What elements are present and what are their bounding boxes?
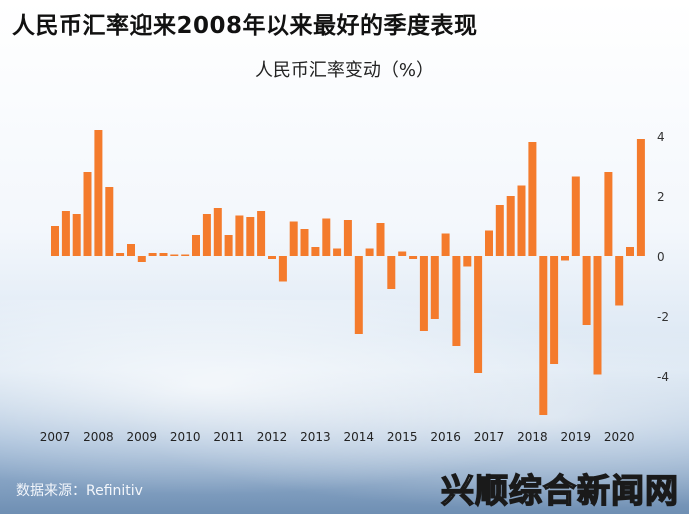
bar-2 <box>72 214 81 256</box>
bar-15 <box>213 208 222 256</box>
bar-9 <box>148 253 157 256</box>
bar-8 <box>137 256 146 262</box>
bar-7 <box>127 244 135 256</box>
x-tick-label: 2016 <box>430 430 461 444</box>
x-tick-label: 2015 <box>387 430 418 444</box>
x-tick-label: 2009 <box>127 430 158 444</box>
bar-44 <box>528 142 537 256</box>
source-note: 数据来源：Refinitiv <box>16 483 143 499</box>
bar-25 <box>322 218 331 256</box>
bar-41 <box>495 205 504 256</box>
bar-27 <box>343 220 352 256</box>
bar-28 <box>354 256 363 334</box>
bar-16 <box>224 235 233 256</box>
y-tick-label: -2 <box>657 310 669 324</box>
bar-24 <box>311 247 320 256</box>
bar-35 <box>430 256 439 319</box>
bar-29 <box>365 248 374 256</box>
x-tick-label: 2014 <box>344 430 375 444</box>
bar-52 <box>615 256 624 306</box>
bar-12 <box>181 254 190 256</box>
bar-23 <box>300 229 309 256</box>
bar-43 <box>517 185 526 256</box>
y-tick-label: 0 <box>657 250 665 264</box>
x-tick-label: 2020 <box>604 430 635 444</box>
bar-32 <box>398 251 407 256</box>
bar-31 <box>387 256 396 289</box>
bar-5 <box>105 187 114 256</box>
bar-17 <box>235 215 244 256</box>
bar-48 <box>571 176 580 256</box>
bar-36 <box>441 233 450 256</box>
bar-45 <box>539 256 548 415</box>
x-tick-label: 2013 <box>300 430 331 444</box>
bar-6 <box>116 253 125 256</box>
chart-subtitle: 人民币汇率变动（%） <box>254 60 435 81</box>
bar-53 <box>626 247 634 256</box>
bar-38 <box>463 256 472 267</box>
bar-14 <box>202 214 211 256</box>
bar-26 <box>333 248 342 256</box>
bar-30 <box>376 223 385 256</box>
bar-3 <box>83 172 92 256</box>
bar-39 <box>474 256 483 373</box>
bar-19 <box>257 211 266 256</box>
bar-0 <box>51 226 59 256</box>
bar-46 <box>550 256 559 364</box>
x-tick-label: 2017 <box>474 430 505 444</box>
watermark: 兴顺综合新闻网 <box>440 470 679 511</box>
bar-4 <box>94 130 103 256</box>
x-tick-label: 2019 <box>561 430 592 444</box>
bar-47 <box>561 256 569 261</box>
bar-22 <box>289 221 298 256</box>
bar-49 <box>582 256 591 325</box>
bar-21 <box>278 256 287 282</box>
x-tick-label: 2010 <box>170 430 201 444</box>
bar-37 <box>452 256 461 346</box>
bar-11 <box>170 254 179 256</box>
bar-50 <box>593 256 602 375</box>
x-tick-label: 2008 <box>83 430 114 444</box>
bar-54 <box>636 139 645 256</box>
bar-34 <box>419 256 428 331</box>
bar-13 <box>192 235 200 256</box>
x-tick-label: 2018 <box>517 430 548 444</box>
bar-33 <box>409 256 418 259</box>
bar-40 <box>485 230 493 256</box>
y-tick-label: 4 <box>657 130 665 144</box>
x-tick-label: 2011 <box>213 430 244 444</box>
bar-10 <box>159 253 168 256</box>
bar-1 <box>61 211 70 256</box>
x-tick-label: 2007 <box>40 430 71 444</box>
x-tick-label: 2012 <box>257 430 288 444</box>
chart-title: 人民币汇率迎来2008年以来最好的季度表现 <box>12 13 478 39</box>
bar-20 <box>268 256 276 259</box>
bar-42 <box>506 196 515 256</box>
bar-18 <box>246 217 255 256</box>
y-tick-label: -4 <box>657 370 669 384</box>
y-tick-label: 2 <box>657 190 665 204</box>
bar-51 <box>604 172 613 256</box>
